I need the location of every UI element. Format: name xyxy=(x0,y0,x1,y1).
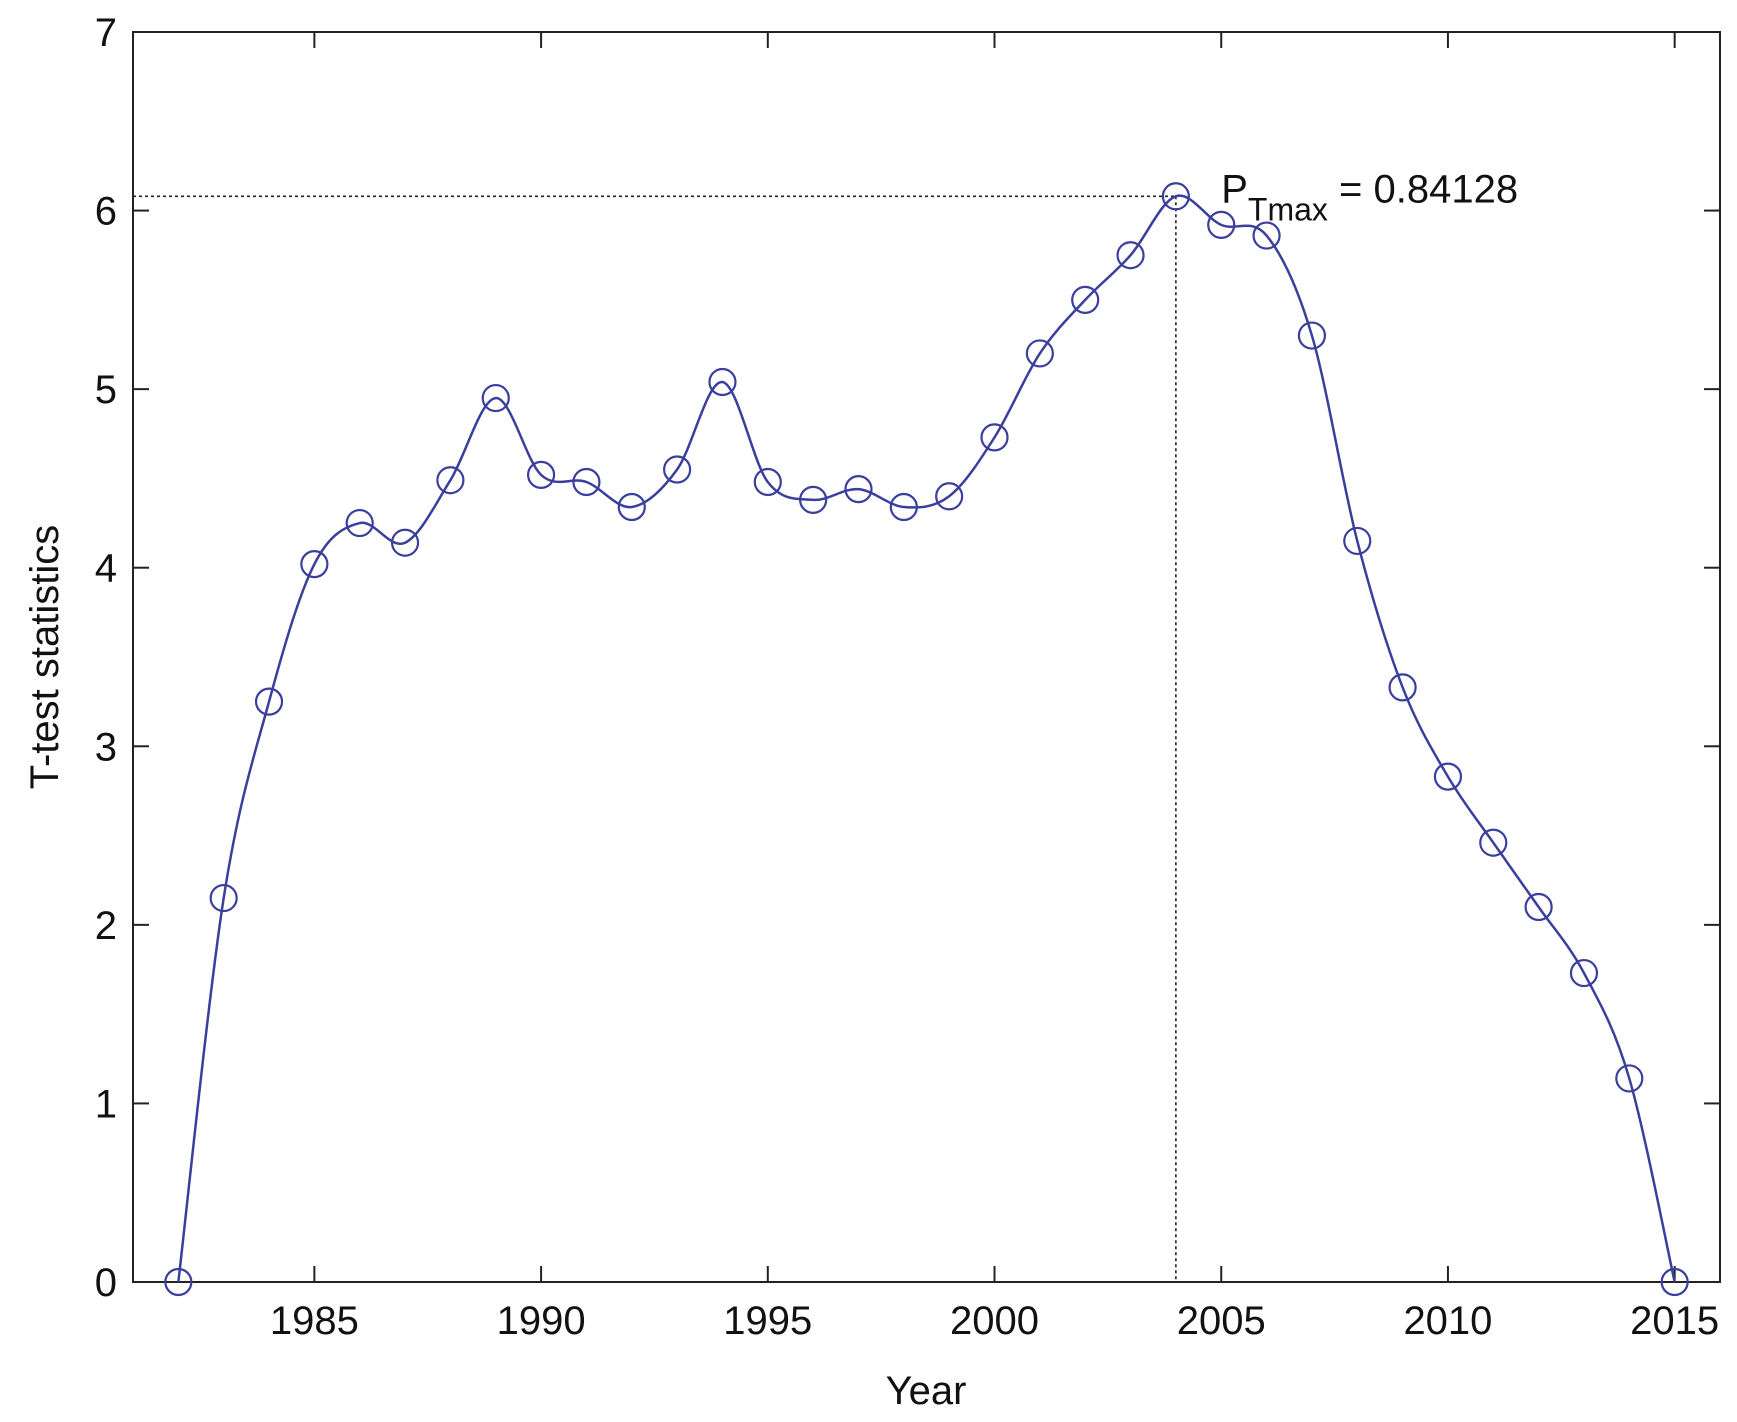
data-point xyxy=(1660,1267,1689,1297)
y-tick-label: 0 xyxy=(95,1261,117,1305)
y-tick-label: 6 xyxy=(95,190,117,234)
data-point xyxy=(345,508,374,538)
data-point xyxy=(1025,339,1054,368)
x-tick-label: 1995 xyxy=(723,1299,812,1343)
data-point xyxy=(844,475,873,504)
y-tick-label: 4 xyxy=(95,547,117,591)
data-point xyxy=(1071,285,1100,314)
y-tick-label: 1 xyxy=(95,1082,117,1126)
data-point xyxy=(1116,241,1145,270)
data-point xyxy=(935,482,964,511)
plot-area xyxy=(132,31,1721,1283)
data-point xyxy=(390,528,420,557)
data-point xyxy=(164,1267,193,1297)
data-point xyxy=(254,687,284,716)
series-markers xyxy=(164,182,1689,1297)
data-point xyxy=(1161,182,1190,211)
data-point xyxy=(572,467,601,497)
data-point xyxy=(526,460,556,489)
data-point xyxy=(481,383,510,413)
data-point xyxy=(980,423,1009,452)
x-tick-label: 2000 xyxy=(950,1299,1039,1343)
x-tick-label: 1990 xyxy=(497,1299,586,1343)
annotation-value: = 0.84128 xyxy=(1328,167,1518,211)
data-point xyxy=(300,550,329,579)
data-point xyxy=(209,883,238,913)
x-tick-label: 1985 xyxy=(270,1299,359,1343)
data-point xyxy=(617,492,646,522)
data-point xyxy=(1207,210,1236,239)
data-point xyxy=(1524,892,1553,922)
y-tick-label: 7 xyxy=(95,11,117,55)
data-point xyxy=(663,455,692,484)
x-tick-label: 2005 xyxy=(1177,1299,1266,1343)
y-tick-labels: 0 1 2 3 4 5 6 7 xyxy=(95,11,117,1305)
x-tick-labels: 1985 1990 1995 2000 2005 2010 2015 xyxy=(270,1299,1719,1343)
data-point xyxy=(1615,1064,1644,1093)
y-axis-label: T-test statistics xyxy=(23,525,67,790)
reference-lines xyxy=(133,195,1177,1282)
p-tmax-annotation: PTmax = 0.84128 xyxy=(1221,167,1518,227)
data-point xyxy=(708,367,737,397)
series-line xyxy=(177,194,1676,1283)
y-tick-label: 5 xyxy=(95,368,117,412)
annotation-subscript: Tmax xyxy=(1248,191,1328,227)
data-point xyxy=(1388,673,1417,702)
annotation-base: P xyxy=(1221,167,1248,211)
data-point xyxy=(436,466,465,495)
data-point xyxy=(1343,526,1372,556)
x-tick-label: 2010 xyxy=(1403,1299,1492,1343)
y-tick-label: 2 xyxy=(95,904,117,948)
data-point xyxy=(1569,958,1599,988)
y-tick-label: 3 xyxy=(95,725,117,769)
data-point xyxy=(1479,828,1508,857)
data-point xyxy=(753,467,782,497)
data-point xyxy=(1297,321,1327,350)
data-point xyxy=(1252,221,1281,250)
data-point xyxy=(1433,762,1463,791)
data-point xyxy=(799,485,828,514)
x-axis-label: Year xyxy=(886,1369,967,1413)
data-point xyxy=(889,492,918,522)
x-tick-label: 2015 xyxy=(1630,1299,1719,1343)
